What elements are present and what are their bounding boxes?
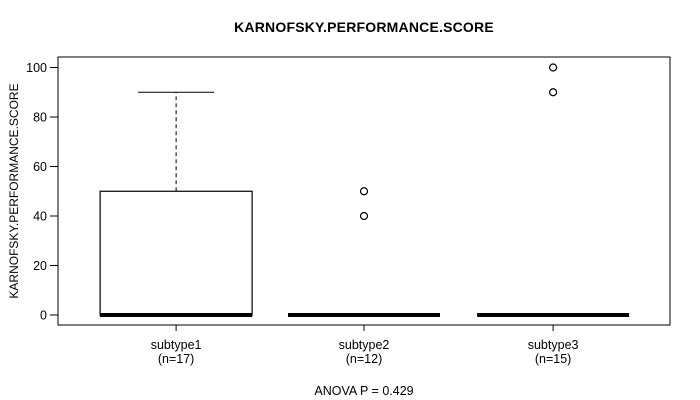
x-sublabel-subtype2: (n=12) (346, 352, 382, 366)
y-axis-tick-label: 60 (33, 160, 47, 174)
chart-title: KARNOFSKY.PERFORMANCE.SCORE (234, 19, 494, 35)
outlier-point-subtype2-50 (359, 187, 369, 196)
y-axis-tick-label: 0 (40, 309, 47, 323)
anova-annotation: ANOVA P = 0.429 (314, 384, 414, 398)
y-axis-tick-label: 40 (33, 210, 47, 224)
outlier-point-subtype3-100 (549, 63, 558, 72)
outlier-point-subtype3-90 (549, 88, 558, 97)
y-axis-tick-label: 100 (26, 61, 47, 75)
x-sublabel-subtype3: (n=15) (535, 352, 571, 366)
x-label-subtype3: subtype3 (528, 338, 579, 352)
x-label-subtype2: subtype2 (339, 338, 390, 352)
y-axis-tick-label: 80 (33, 111, 47, 125)
box-subtype1 (99, 190, 253, 316)
x-label-subtype1: subtype1 (151, 338, 202, 352)
x-sublabel-subtype1: (n=17) (158, 352, 194, 366)
y-axis-tick-label: 20 (33, 259, 47, 273)
outlier-point-subtype2-40 (359, 211, 369, 221)
